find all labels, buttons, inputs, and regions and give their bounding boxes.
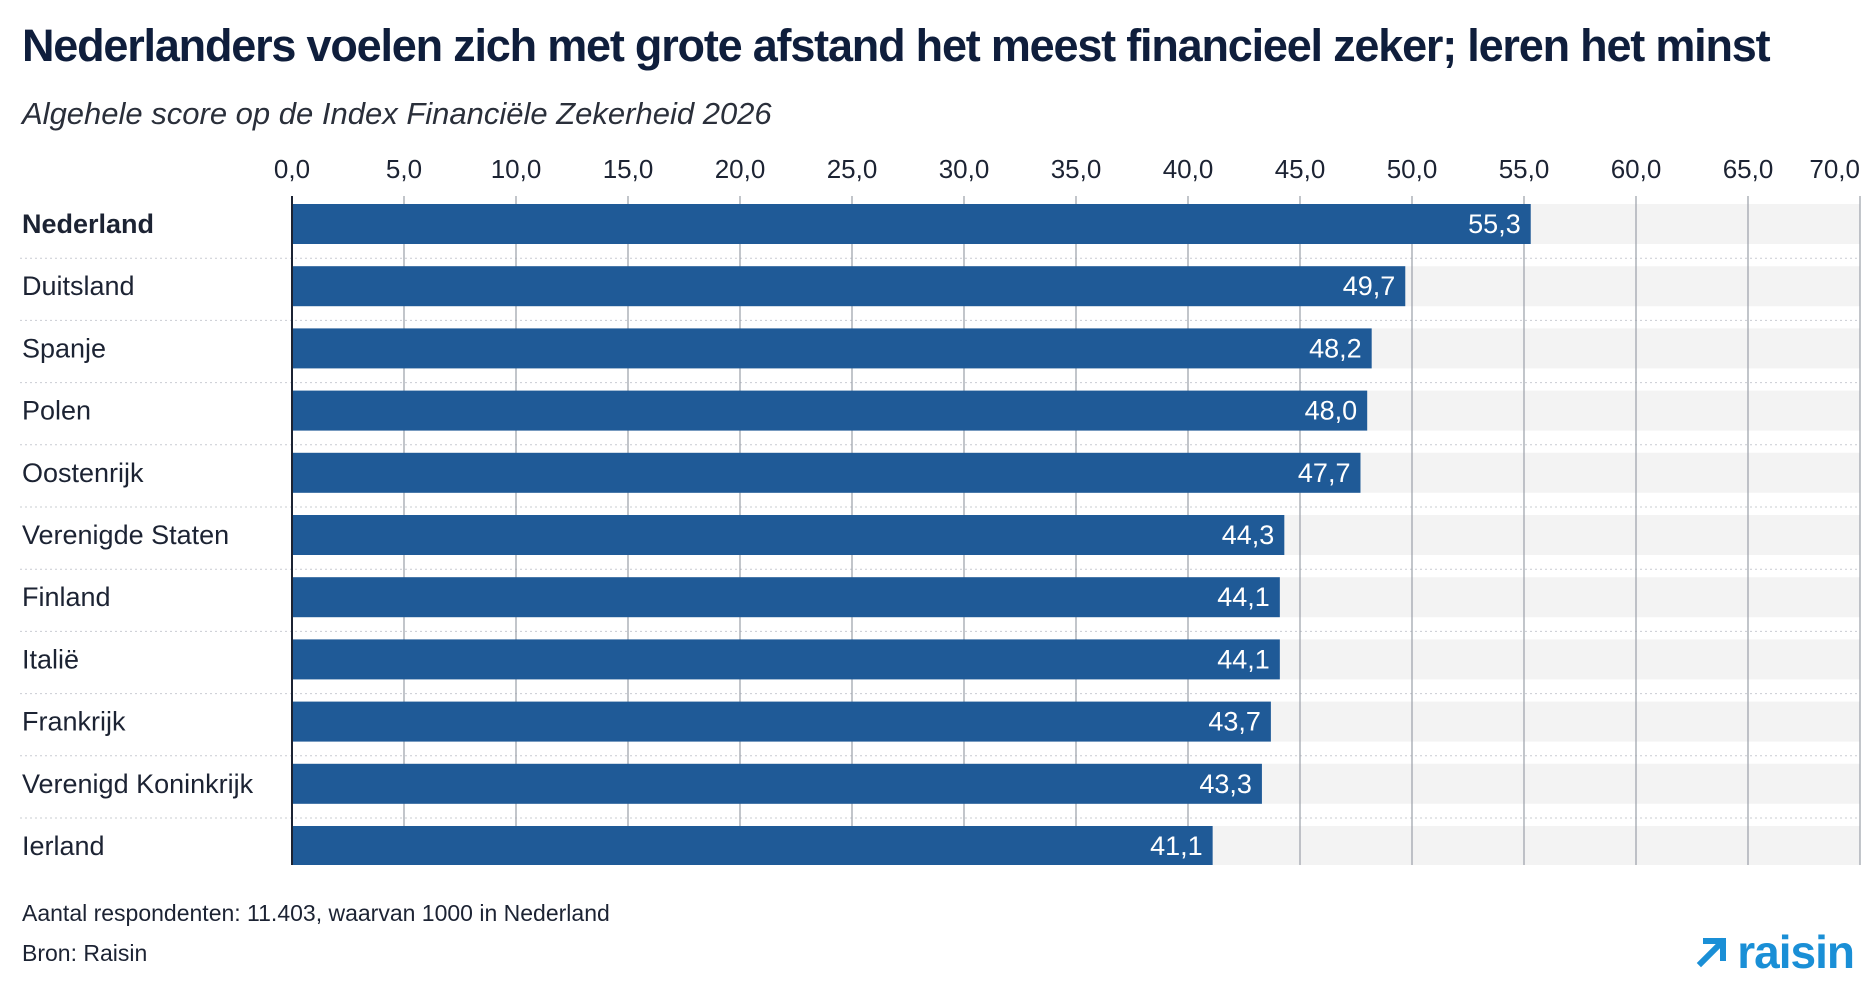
- source-note: Bron: Raisin: [22, 940, 148, 966]
- tick-label: 5,0: [386, 154, 422, 184]
- category-label: Verenigde Staten: [22, 520, 229, 550]
- tick-label: 0,0: [274, 154, 310, 184]
- value-label: 44,1: [1217, 644, 1270, 674]
- tick-label: 10,0: [491, 154, 542, 184]
- value-label: 48,2: [1309, 333, 1362, 363]
- chart-subtitle: Algehele score op de Index Financiële Ze…: [22, 96, 772, 131]
- bar: [292, 639, 1280, 680]
- category-label: Oostenrijk: [22, 458, 144, 488]
- category-label: Nederland: [22, 209, 154, 239]
- category-label: Italië: [22, 644, 79, 674]
- category-label: Duitsland: [22, 271, 135, 301]
- bar: [292, 577, 1280, 618]
- tick-label: 20,0: [715, 154, 766, 184]
- category-label: Verenigd Koninkrijk: [22, 769, 254, 799]
- tick-label: 35,0: [1051, 154, 1102, 184]
- bar: [292, 763, 1262, 804]
- tick-label: 30,0: [939, 154, 990, 184]
- bar: [292, 826, 1213, 865]
- bar: [292, 515, 1285, 555]
- tick-label: 40,0: [1163, 154, 1214, 184]
- chart-title: Nederlanders voelen zich met grote afsta…: [22, 20, 1771, 71]
- arrow-up-right-icon: [1697, 937, 1727, 968]
- tick-label: 60,0: [1611, 154, 1662, 184]
- value-label: 44,3: [1222, 520, 1275, 550]
- bar: [292, 452, 1361, 493]
- value-label: 44,1: [1217, 582, 1270, 612]
- tick-label: 55,0: [1499, 154, 1550, 184]
- value-label: 43,3: [1199, 769, 1252, 799]
- respondents-note: Aantal respondenten: 11.403, waarvan 100…: [22, 900, 610, 926]
- tick-label: 65,0: [1723, 154, 1774, 184]
- tick-label: 50,0: [1387, 154, 1438, 184]
- tick-label: 25,0: [827, 154, 878, 184]
- category-label: Polen: [22, 396, 91, 426]
- value-label: 47,7: [1298, 458, 1351, 488]
- logo-text: raisin: [1737, 926, 1855, 978]
- bar-chart: Nederland 55,3 Duitsland 49,7 Spanje 48,2 Pole…: [20, 154, 1861, 865]
- value-label: 43,7: [1208, 707, 1261, 737]
- category-label: Finland: [22, 582, 111, 612]
- raisin-logo: raisin: [1695, 925, 1855, 979]
- value-label: 49,7: [1343, 271, 1396, 301]
- tick-label: 15,0: [603, 154, 654, 184]
- value-label: 41,1: [1150, 831, 1203, 861]
- bar: [292, 701, 1271, 742]
- category-label: Frankrijk: [22, 707, 126, 737]
- tick-label: 70,0: [1809, 154, 1860, 184]
- bar: [292, 204, 1531, 244]
- tick-label: 45,0: [1275, 154, 1326, 184]
- category-label: Spanje: [22, 333, 106, 363]
- bar: [292, 328, 1372, 369]
- category-label: Ierland: [22, 831, 105, 861]
- value-label: 55,3: [1468, 209, 1521, 239]
- value-label: 48,0: [1305, 396, 1358, 426]
- bar: [292, 266, 1406, 307]
- bar: [292, 390, 1368, 431]
